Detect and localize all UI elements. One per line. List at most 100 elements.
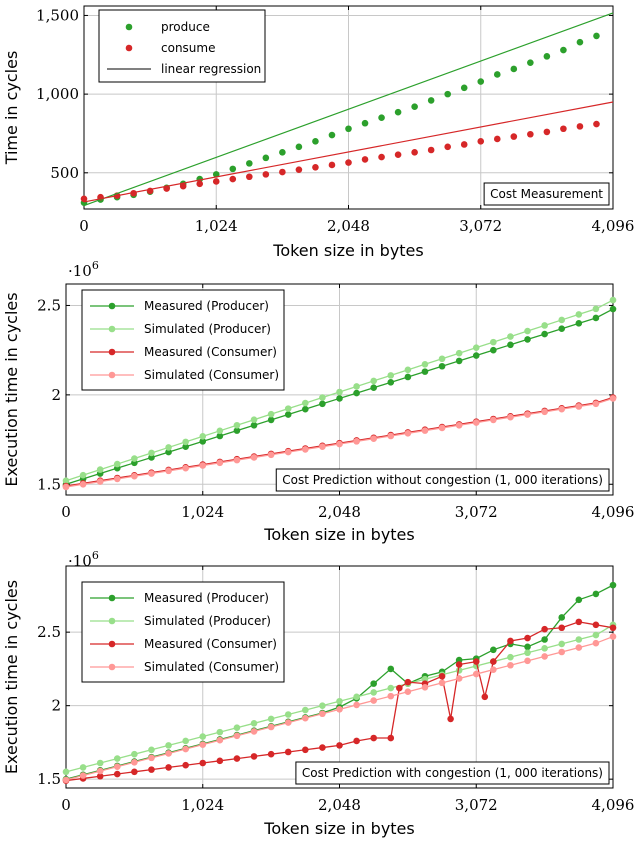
legend-entry: linear regression [107,62,261,76]
data-point [96,772,104,780]
data-point [345,159,352,166]
data-point [319,443,326,451]
data-point [370,384,377,392]
data-point [165,448,172,456]
chart-1: 0 1,024 2,048 3,072 4,096 500 1,000 1,500 Token … [2,5,635,260]
data-point [199,741,207,748]
legend-marker [108,594,116,602]
data-point [438,362,446,370]
x-tick-label: 4,096 [592,217,635,235]
data-point [353,737,360,745]
data-point [284,405,292,412]
data-point [250,753,258,760]
data-point [524,336,531,343]
data-point [96,466,104,473]
x-tick-label: 2,048 [327,217,370,235]
x-tick-label: 1,024 [181,503,224,521]
legend-marker [108,663,116,671]
data-point [575,644,583,651]
data-point [96,767,104,775]
data-point [558,405,566,413]
data-point [62,768,70,776]
series-4 [83,101,614,203]
data-point [575,636,583,643]
y-tick-label: 2.5 [37,296,61,314]
data-point [131,768,138,776]
legend-box [81,581,285,683]
data-point [319,702,326,709]
data-point [199,438,207,445]
y-multiplier-exponent: 6 [92,549,99,562]
data-point [524,634,531,642]
data-point [609,581,617,589]
data-point [295,166,303,173]
annotation-text: Cost Prediction without congestion (1, 0… [282,473,603,487]
data-point [472,419,480,426]
legend-entry: consume [125,41,215,55]
data-point [524,649,531,657]
data-point [387,379,395,386]
data-point [370,734,377,742]
data-point [279,149,286,156]
legend-label: Measured (Consumer) [144,345,277,359]
x-axis-label: Token size in bytes [263,525,414,544]
data-point [319,394,326,401]
data-point [353,701,360,709]
data-point [148,746,155,754]
data-point [246,173,253,181]
x-tick-label: 3,072 [455,796,498,814]
data-point [460,141,468,148]
data-point [262,171,270,178]
y-axis-label: Execution time in cycles [2,292,21,486]
data-point [541,408,548,416]
legend-marker [125,44,133,52]
data-point [182,438,189,446]
data-point [113,755,121,762]
data-point [302,405,309,413]
data-point [427,146,435,154]
data-point [507,413,514,421]
data-point [328,161,336,169]
legend-marker [108,640,116,648]
y-multiplier: ·106 [68,259,99,280]
data-point [558,640,566,648]
data-point [361,156,369,163]
annotation-box [483,182,610,206]
data-point [575,311,583,318]
data-point [250,454,258,461]
data-point [302,746,309,754]
data-point [336,742,343,749]
data-point [250,421,258,429]
data-point [427,97,435,104]
data-point [199,733,207,740]
legend-entry: Simulated (Consumer) [90,368,279,382]
data-point [404,430,412,437]
data-point [477,78,485,85]
data-point [444,143,451,151]
legend-entry: produce [125,20,210,34]
data-point [387,372,395,379]
data-point [592,314,600,322]
data-point [284,411,292,418]
data-point [199,759,207,767]
data-point [609,633,617,640]
data-point [438,672,446,680]
legend: Measured (Producer) Simulated (Producer) M… [81,289,285,391]
data-point [312,163,319,171]
data-point [361,119,369,127]
data-point [130,189,137,197]
data-point [79,772,87,779]
data-point [229,165,237,173]
data-point [575,403,583,410]
data-point [592,639,600,647]
data-point [510,65,518,73]
data-point [233,732,241,740]
data-point [267,723,275,731]
data-point [558,648,566,656]
data-point [593,32,600,40]
x-tick-label: 0 [61,503,71,521]
data-point [80,195,88,203]
data-point [490,346,497,354]
data-point [336,388,343,396]
regression-line [83,12,614,207]
